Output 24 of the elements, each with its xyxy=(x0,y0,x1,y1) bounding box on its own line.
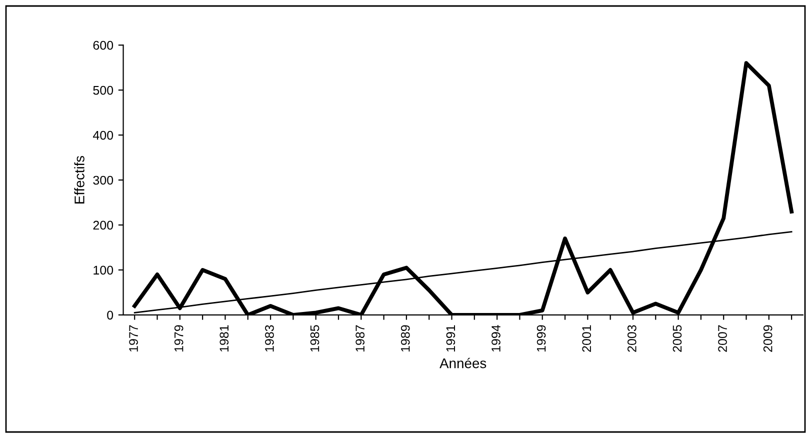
y-axis-title: Effectifs xyxy=(74,156,84,204)
x-tick-label: 2009 xyxy=(763,325,772,352)
x-tick-label: 1987 xyxy=(356,325,364,352)
x-tick-label: 1985 xyxy=(310,325,320,352)
x-tick-label: 2007 xyxy=(718,325,727,352)
x-tick-label: 1977 xyxy=(129,325,138,352)
x-tick-label: 2003 xyxy=(627,325,636,352)
x-tick-label: 1979 xyxy=(174,325,184,352)
y-tick-label: 500 xyxy=(93,86,114,95)
y-tick-label: 0 xyxy=(107,310,114,320)
x-tick-label: 1989 xyxy=(400,325,410,352)
x-tick-label: 2005 xyxy=(672,325,682,352)
x-tick-label: 1999 xyxy=(536,325,546,352)
y-tick-label: 300 xyxy=(93,176,114,185)
x-axis-title: Années xyxy=(440,358,486,368)
x-tick-label: 1983 xyxy=(265,325,274,352)
y-tick-label: 100 xyxy=(94,266,114,275)
x-tick-label: 1981 xyxy=(220,325,229,352)
y-tick-label: 400 xyxy=(92,130,114,140)
x-tick-label: 1994 xyxy=(492,325,500,352)
y-tick-label: 600 xyxy=(93,40,114,50)
y-tick-label: 200 xyxy=(93,220,114,230)
x-tick-label: 2001 xyxy=(582,325,592,352)
x-tick-label: 1991 xyxy=(446,325,456,352)
